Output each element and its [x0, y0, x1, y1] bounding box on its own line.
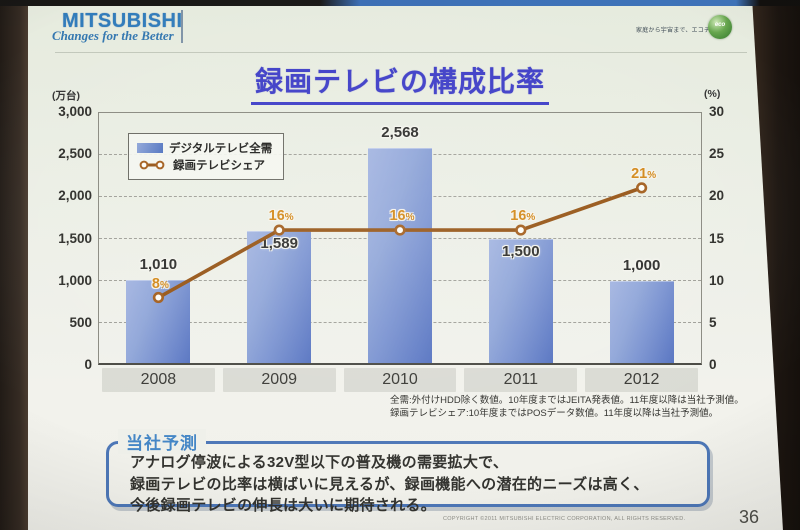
- percent-sign: %: [647, 169, 657, 181]
- left-axis-tick: 1,500: [58, 230, 92, 246]
- x-axis-label: 2008: [140, 371, 177, 388]
- percent-sign: %: [159, 279, 169, 291]
- left-axis-tick: 1,000: [58, 272, 92, 288]
- bar-value-label: 2,568: [381, 124, 419, 142]
- legend-item-line: 録画テレビシェア: [137, 157, 275, 173]
- bar-value-label: 1,000: [622, 256, 661, 274]
- right-axis-tick: 15: [709, 230, 725, 246]
- right-axis-tick: 5: [709, 314, 717, 330]
- share-point-label: 16%: [389, 208, 415, 225]
- legend-label-bar: デジタルテレビ全需: [169, 143, 273, 155]
- percent-sign: %: [405, 212, 415, 224]
- eco-logo-label: eco: [714, 22, 726, 28]
- share-point-label: 16%: [510, 208, 536, 225]
- bar-value-label: 1,589: [260, 234, 298, 252]
- x-axis-cell: [343, 368, 457, 392]
- x-axis-label: 2010: [382, 371, 418, 388]
- page-number: 36: [739, 507, 760, 527]
- left-axis-tick: 2,000: [58, 188, 92, 204]
- x-axis-cell: [222, 368, 336, 392]
- footnote-line: 全需:外付けHDD除く数値。10年度まではJEITA発表値。11年度以降は当社予…: [390, 395, 744, 406]
- left-axis-tick: 500: [69, 314, 92, 330]
- chart-footnotes: 全需:外付けHDD除く数値。10年度まではJEITA発表値。11年度以降は当社予…: [390, 394, 760, 420]
- x-axis-label: 2012: [623, 371, 660, 388]
- right-axis-tick: 20: [709, 188, 725, 204]
- right-axis-unit: (%): [704, 88, 721, 100]
- footnote-line: 録画テレビシェア:10年度まではPOSデータ数値。11年度以降は当社予測値。: [390, 408, 719, 419]
- left-axis-tick: 3,000: [58, 104, 92, 119]
- line-series-marker-icon: [139, 160, 165, 170]
- page-title: 録画テレビの構成比率: [250, 60, 549, 105]
- eco-changes-logo-icon: eco: [708, 15, 732, 39]
- copyright-text: COPYRIGHT ©2011 MITSUBISHI ELECTRIC CORP…: [443, 516, 686, 522]
- share-point-label: 16%: [268, 208, 294, 225]
- forecast-box: [106, 441, 710, 507]
- right-axis-tick: 25: [709, 146, 725, 162]
- mitsubishi-logo: MITSUBISHI: [62, 10, 183, 32]
- eco-slogan-text: 家庭から宇宙まで、エコチェンジ: [636, 28, 729, 34]
- bar-series-swatch-icon: [137, 143, 163, 153]
- percent-sign: %: [284, 212, 294, 224]
- left-axis-tick: 0: [84, 357, 92, 372]
- forecast-line: 録画テレビの比率は横ばいに見えるが、録画機能への潜在的ニーズは高く、: [130, 475, 649, 493]
- forecast-box-text: アナログ停波による32V型以下の普及機の需要拡大で、 録画テレビの比率は横ばいに…: [130, 452, 690, 517]
- x-axis-cell: [464, 368, 578, 392]
- logo-tagline: Changes for the Better: [52, 28, 174, 43]
- bar: [609, 280, 674, 363]
- bar-value-label: 1,010: [139, 255, 178, 273]
- bar: [368, 148, 432, 363]
- bar: [126, 279, 191, 363]
- right-axis-tick: 0: [709, 357, 717, 372]
- forecast-line: 今後録画テレビの伸長は大いに期待される。: [130, 497, 437, 514]
- x-axis-cell: [585, 368, 698, 392]
- chart-legend: デジタルテレビ全需 録画テレビシェア: [128, 133, 284, 180]
- legend-label-line: 録画テレビシェア: [173, 160, 265, 172]
- header-rule: [55, 52, 747, 53]
- left-axis-tick: 2,500: [58, 146, 92, 162]
- right-axis-tick: 10: [709, 272, 725, 288]
- share-point-label: 8%: [151, 275, 169, 292]
- x-axis-label: 2011: [503, 371, 538, 388]
- x-axis-cell: [102, 368, 215, 392]
- forecast-line: アナログ停波による32V型以下の普及機の需要拡大で、: [130, 454, 509, 471]
- bar-value-label: 1,500: [502, 242, 540, 260]
- forecast-box-label: 当社予測: [118, 429, 206, 454]
- title-row: 録画テレビの構成比率: [100, 60, 700, 105]
- percent-sign: %: [526, 212, 536, 224]
- header-divider: [181, 10, 183, 43]
- plot-border: [98, 112, 702, 365]
- share-point-label: 21%: [631, 165, 657, 182]
- legend-item-bar: デジタルテレビ全需: [137, 140, 275, 156]
- right-axis-tick: 30: [709, 104, 725, 119]
- x-axis-label: 2009: [261, 371, 297, 388]
- left-axis-unit: (万台): [52, 90, 80, 102]
